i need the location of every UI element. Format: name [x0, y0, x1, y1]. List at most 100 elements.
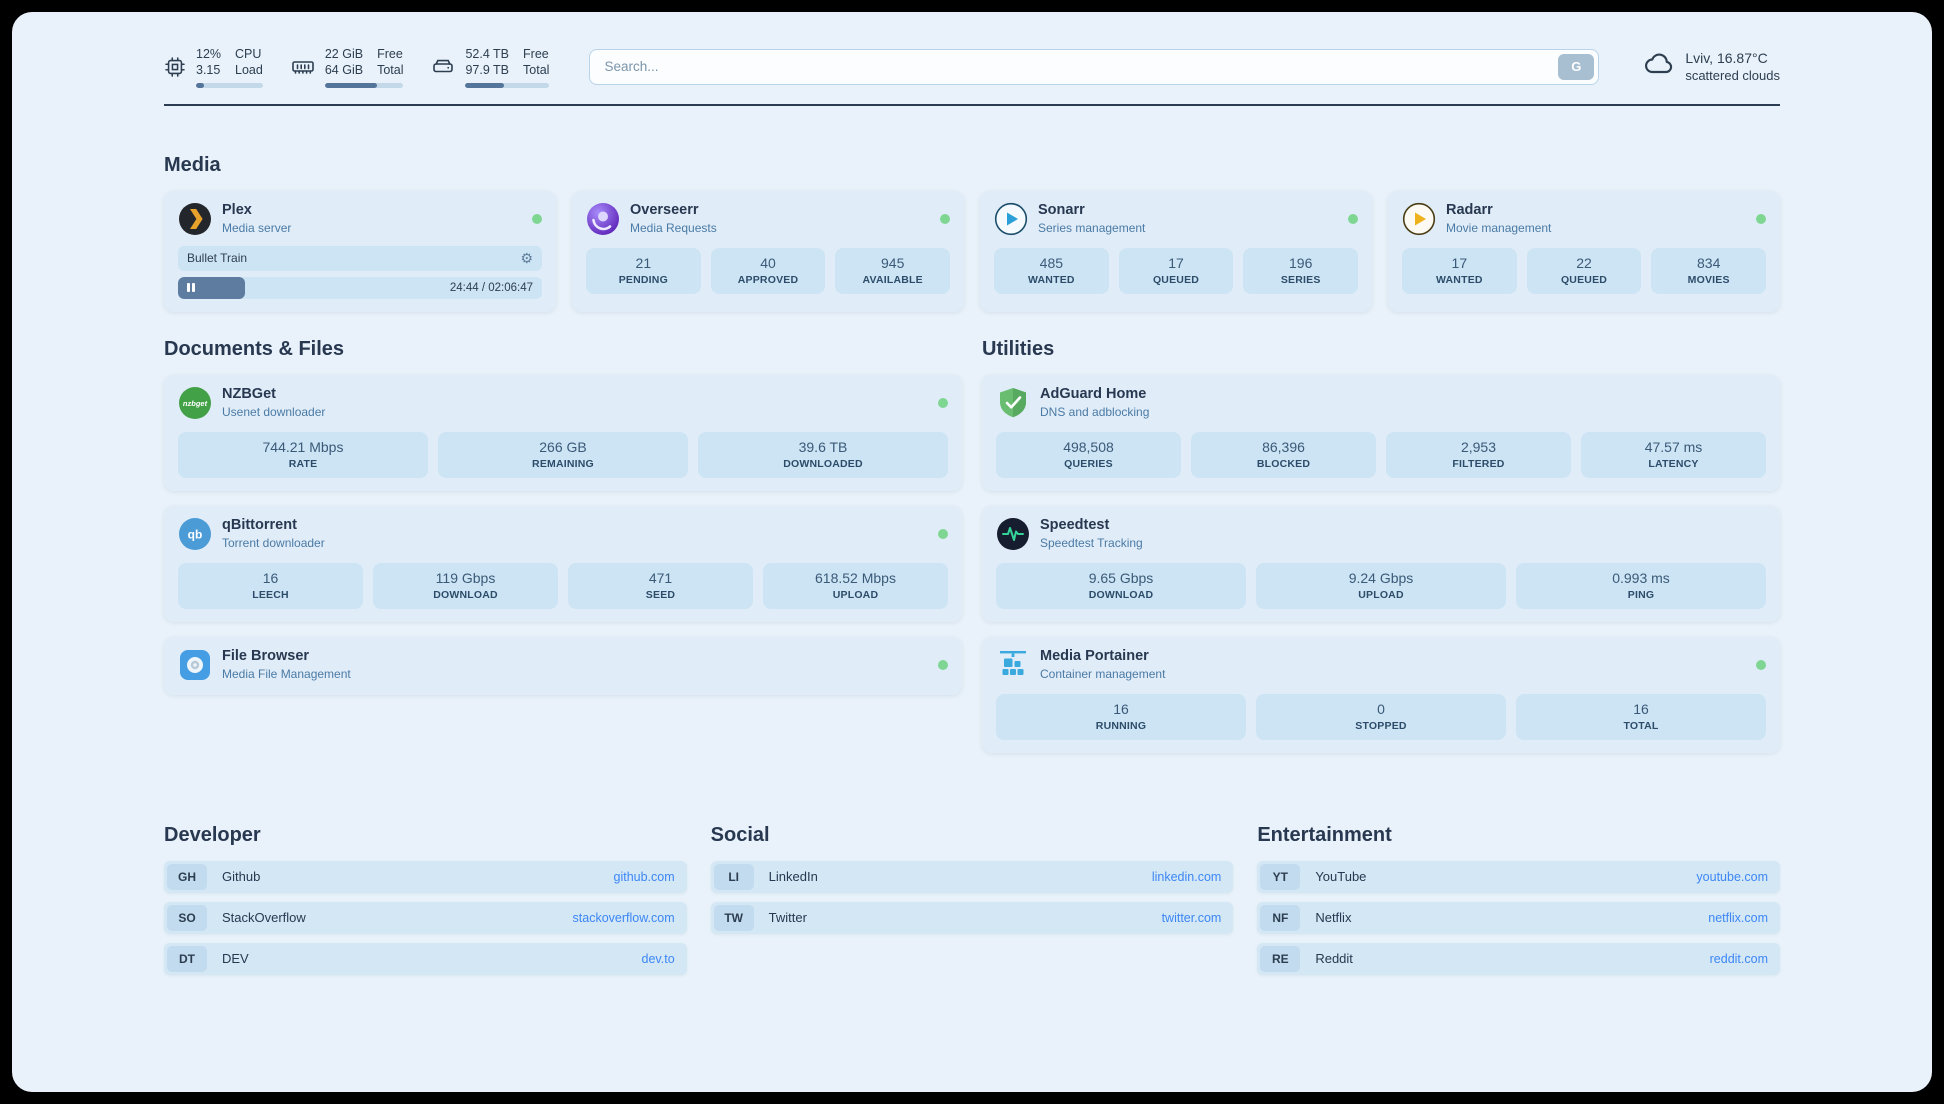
- service-card-radarr[interactable]: Radarr Movie management 17 WANTED 22 QUE…: [1388, 190, 1780, 312]
- stat-remaining: 266 GB REMAINING: [438, 431, 688, 478]
- cpu-progress-fill: [196, 82, 205, 88]
- svg-text:nzbget: nzbget: [183, 398, 208, 407]
- entertainment-section-title: Entertainment: [1257, 823, 1392, 846]
- disk-total-label: Total: [523, 63, 550, 78]
- stat-wanted: 17 WANTED: [1402, 247, 1517, 294]
- bookmark-abbr: GH: [167, 863, 207, 890]
- ram-total-label: Total: [377, 63, 404, 78]
- stat-queued: 17 QUEUED: [1118, 247, 1234, 294]
- bookmark-url[interactable]: reddit.com: [1709, 951, 1768, 966]
- cloud-icon: [1643, 48, 1675, 85]
- service-desc: DNS and adblocking: [1040, 405, 1150, 420]
- weather-condition: scattered clouds: [1685, 68, 1780, 84]
- service-card-filebrowser[interactable]: File Browser Media File Management: [164, 636, 962, 695]
- cpu-sub-value: 3.15: [196, 63, 221, 78]
- bookmark-twitter[interactable]: TW Twitter twitter.com: [710, 901, 1234, 934]
- service-name: Media Portainer: [1040, 647, 1149, 664]
- stat-rate: 744.21 Mbps RATE: [178, 431, 428, 478]
- stat-seed: 471 SEED: [568, 562, 753, 609]
- bookmark-youtube[interactable]: YT YouTube youtube.com: [1257, 860, 1780, 893]
- service-desc: Speedtest Tracking: [1040, 536, 1143, 551]
- status-dot: [1756, 659, 1766, 670]
- ram-icon: [291, 55, 315, 79]
- bookmark-stackoverflow[interactable]: SO StackOverflow stackoverflow.com: [164, 901, 687, 934]
- stat-downloaded: 39.6 TB DOWNLOADED: [698, 431, 948, 478]
- service-card-speedtest[interactable]: Speedtest Speedtest Tracking 9.65 Gbps D…: [982, 505, 1780, 622]
- bookmark-abbr: YT: [1260, 863, 1301, 890]
- svg-text:qb: qb: [188, 527, 203, 541]
- search-engine-button[interactable]: G: [1558, 53, 1595, 80]
- stat-queued: 22 QUEUED: [1526, 247, 1642, 294]
- bookmark-linkedin[interactable]: LI LinkedIn linkedin.com: [710, 860, 1234, 893]
- search-bar: G: [589, 48, 1600, 85]
- status-dot: [938, 397, 948, 408]
- weather-widget: Lviv, 16.87°C scattered clouds: [1643, 48, 1780, 85]
- utilities-section-title: Utilities: [982, 337, 1055, 360]
- section-utilities: Utilities AdGuard Home DNS and adblockin…: [982, 338, 1780, 768]
- bookmark-url[interactable]: stackoverflow.com: [572, 910, 675, 925]
- service-card-overseerr[interactable]: Overseerr Media Requests 21 PENDING 40 A…: [572, 190, 964, 312]
- bookmark-abbr: LI: [713, 863, 754, 890]
- service-card-qbittorrent[interactable]: qb qBittorrent Torrent downloader 16 LEE…: [164, 505, 962, 622]
- status-dot: [1756, 213, 1766, 224]
- service-card-adguard[interactable]: AdGuard Home DNS and adblocking 498,508 …: [982, 374, 1780, 491]
- ram-monitor: 22 GiB 64 GiB Free Total: [291, 46, 404, 88]
- bookmark-abbr: DT: [167, 945, 207, 972]
- bookmark-reddit[interactable]: RE Reddit reddit.com: [1257, 942, 1780, 975]
- bookmark-group-developer: Developer GH Github github.com SO StackO…: [164, 824, 687, 984]
- service-card-plex[interactable]: Plex Media server Bullet Train ⚙ 24:44 /…: [164, 190, 556, 312]
- bookmark-abbr: TW: [713, 904, 754, 931]
- developer-section-title: Developer: [164, 823, 261, 846]
- settings-gear-icon[interactable]: ⚙: [520, 249, 533, 266]
- nzbget-icon: nzbget: [178, 386, 212, 420]
- status-dot: [1348, 213, 1358, 224]
- stat-approved: 40 APPROVED: [710, 247, 826, 294]
- resource-monitors: 12% 3.15 CPU Load: [164, 46, 550, 88]
- bookmark-netflix[interactable]: NF Netflix netflix.com: [1257, 901, 1780, 934]
- bookmark-url[interactable]: youtube.com: [1696, 869, 1768, 884]
- bookmark-group-social: Social LI LinkedIn linkedin.com TW Twitt…: [710, 824, 1234, 984]
- stat-upload: 9.24 Gbps UPLOAD: [1256, 562, 1506, 609]
- ram-free-label: Free: [377, 47, 403, 61]
- stat-total: 16 TOTAL: [1516, 693, 1766, 740]
- bookmark-url[interactable]: github.com: [613, 869, 675, 884]
- disk-monitor: 52.4 TB 97.9 TB Free Total: [431, 46, 550, 88]
- bookmark-name: DEV: [222, 951, 249, 966]
- disk-progress-bar: [465, 82, 550, 88]
- stat-latency: 47.57 ms LATENCY: [1581, 431, 1766, 478]
- bookmark-url[interactable]: netflix.com: [1708, 910, 1768, 925]
- service-desc: Media File Management: [222, 667, 351, 682]
- disk-free-value: 52.4 TB: [465, 47, 510, 61]
- bookmark-name: Netflix: [1315, 910, 1352, 925]
- cpu-label: CPU: [235, 47, 262, 61]
- stat-movies: 834 MOVIES: [1651, 247, 1767, 294]
- stat-queries: 498,508 QUERIES: [996, 431, 1181, 478]
- status-dot: [938, 528, 948, 539]
- service-card-portainer[interactable]: Media Portainer Container management 16 …: [982, 636, 1780, 753]
- plex-progress: 24:44 / 02:06:47: [178, 276, 542, 299]
- bookmark-url[interactable]: linkedin.com: [1151, 869, 1222, 884]
- stat-upload: 618.52 Mbps UPLOAD: [763, 562, 948, 609]
- bookmark-dev[interactable]: DT DEV dev.to: [164, 942, 687, 975]
- bookmark-url[interactable]: dev.to: [641, 951, 675, 966]
- service-desc: Torrent downloader: [222, 536, 325, 551]
- service-desc: Media Requests: [630, 221, 717, 236]
- bookmark-abbr: NF: [1260, 904, 1301, 931]
- media-section-title: Media: [164, 153, 221, 176]
- search-input[interactable]: [589, 48, 1600, 85]
- topbar: 12% 3.15 CPU Load: [164, 46, 1780, 88]
- bookmark-abbr: RE: [1260, 945, 1301, 972]
- service-desc: Series management: [1038, 221, 1146, 236]
- service-name: Sonarr: [1038, 201, 1085, 218]
- speedtest-icon: [996, 517, 1030, 551]
- service-desc: Movie management: [1446, 221, 1552, 236]
- service-card-nzbget[interactable]: nzbget NZBGet Usenet downloader 744.21 M…: [164, 374, 962, 491]
- bookmark-github[interactable]: GH Github github.com: [164, 860, 687, 893]
- overseerr-icon: [586, 202, 620, 236]
- portainer-icon: [996, 648, 1030, 682]
- service-name: Overseerr: [630, 201, 699, 218]
- service-card-sonarr[interactable]: Sonarr Series management 485 WANTED 17 Q…: [980, 190, 1372, 312]
- adguard-icon: [996, 386, 1030, 420]
- bookmark-url[interactable]: twitter.com: [1161, 910, 1222, 925]
